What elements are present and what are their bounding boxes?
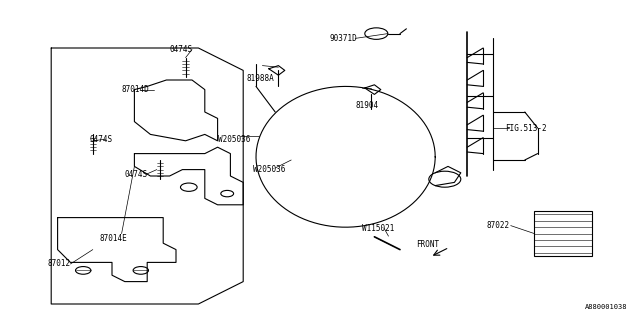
Text: A880001038: A880001038 bbox=[585, 304, 627, 310]
Text: 81988A: 81988A bbox=[246, 74, 274, 83]
Text: 0474S: 0474S bbox=[125, 170, 148, 179]
Text: 0474S: 0474S bbox=[90, 135, 113, 144]
Text: 87022: 87022 bbox=[486, 221, 509, 230]
Text: W115021: W115021 bbox=[362, 224, 394, 233]
FancyBboxPatch shape bbox=[534, 211, 592, 256]
Text: 0474S: 0474S bbox=[170, 45, 193, 54]
Text: FIG.513-2: FIG.513-2 bbox=[506, 124, 547, 132]
Text: 81904: 81904 bbox=[355, 101, 378, 110]
Text: 87014E: 87014E bbox=[99, 234, 127, 243]
Text: W205036: W205036 bbox=[218, 135, 250, 144]
Text: W205036: W205036 bbox=[253, 165, 285, 174]
Text: 90371D: 90371D bbox=[330, 34, 357, 43]
Text: 87014D: 87014D bbox=[122, 85, 149, 94]
Text: FRONT: FRONT bbox=[416, 240, 439, 249]
Text: 87012: 87012 bbox=[48, 260, 71, 268]
